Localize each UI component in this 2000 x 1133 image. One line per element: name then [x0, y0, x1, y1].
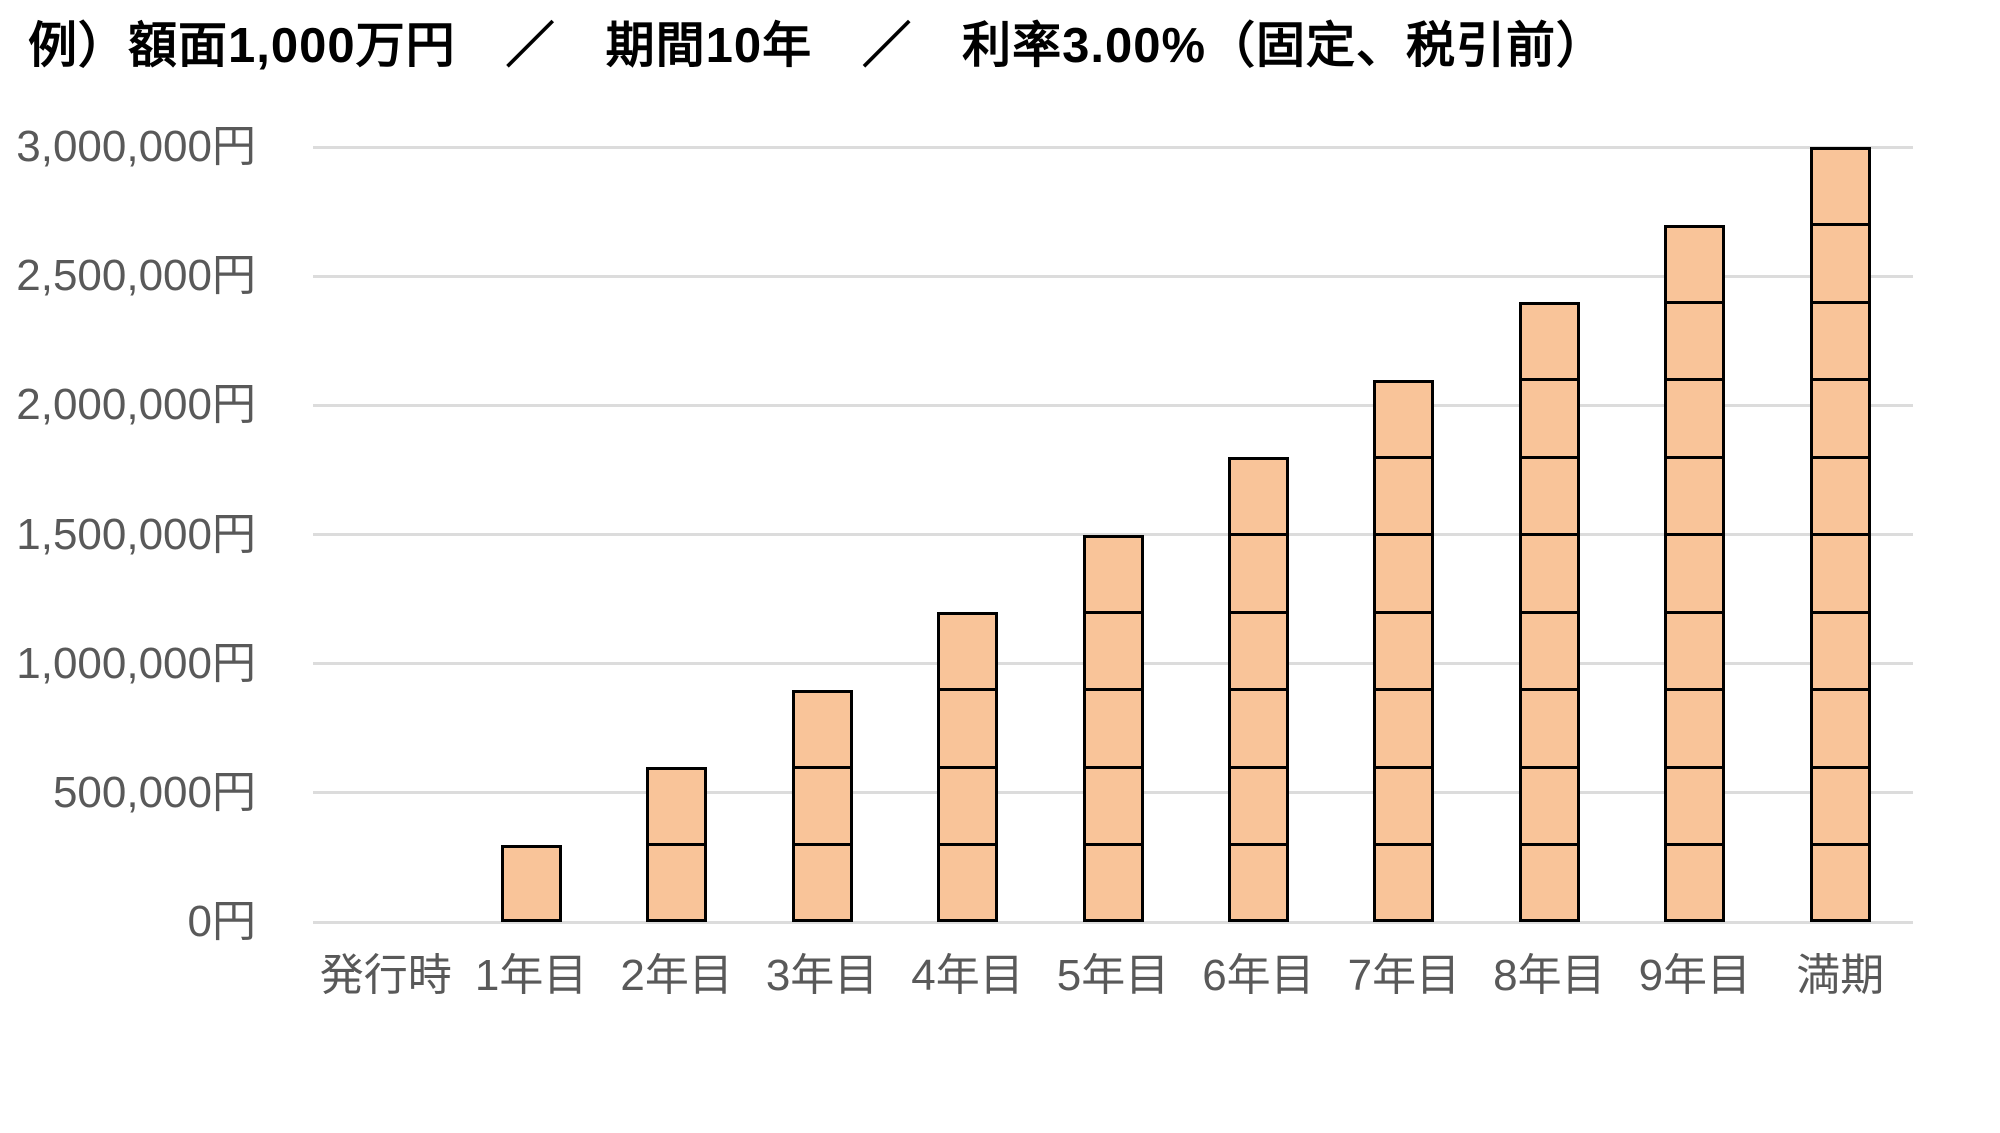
bar-segment-divider	[1376, 533, 1432, 536]
bar-segment-divider	[1667, 610, 1723, 614]
bar-segment-divider	[1521, 688, 1577, 691]
bar-segment-divider	[1230, 765, 1286, 769]
bar-segment-divider	[1376, 610, 1432, 614]
bar-segment-divider	[1085, 610, 1141, 614]
bar	[1227, 457, 1289, 922]
x-axis-label: 1年目	[474, 951, 588, 1000]
bar-segment-divider	[1667, 300, 1723, 304]
bar-segment-divider	[1667, 688, 1723, 691]
x-axis-label: 満期	[1796, 951, 1885, 1000]
bar-segment-divider	[1812, 300, 1868, 304]
bar-segment-divider	[1521, 455, 1577, 459]
bar-segment-divider	[1812, 378, 1868, 381]
bar	[500, 844, 562, 922]
bar-segment-divider	[1521, 378, 1577, 381]
bar-segment-divider	[1230, 688, 1286, 691]
bar	[1082, 534, 1144, 922]
bar-segment-divider	[1230, 533, 1286, 536]
y-axis-label: 1,000,000円	[16, 638, 256, 688]
bar-segment-divider	[1812, 455, 1868, 459]
chart-title: 例）額面1,000万円 ／ 期間10年 ／ 利率3.00%（固定、税引前）	[28, 19, 1607, 73]
x-axis-label: 4年目	[911, 951, 1024, 1000]
bar-segment-divider	[1230, 843, 1286, 846]
bar-segment-divider	[1667, 455, 1723, 459]
y-axis-label: 1,500,000円	[16, 509, 256, 559]
gridline	[313, 920, 1913, 924]
bar-segment-divider	[794, 843, 850, 846]
x-axis-label: 発行時	[319, 951, 452, 1000]
gridline	[313, 145, 1913, 149]
y-axis-label: 2,500,000円	[16, 251, 256, 301]
gridline	[313, 403, 1913, 407]
bar-segment-divider	[1812, 223, 1868, 226]
bar-segment-divider	[1376, 765, 1432, 769]
bar	[1664, 224, 1726, 922]
bar-segment-divider	[940, 843, 996, 846]
x-axis-label: 2年目	[620, 951, 733, 1000]
bar-segment-divider	[649, 843, 705, 846]
bar-segment-divider	[1085, 765, 1141, 769]
bar-segment-divider	[1812, 610, 1868, 614]
bar-segment-divider	[1812, 843, 1868, 846]
bar-segment-divider	[1667, 843, 1723, 846]
bar-segment-divider	[1085, 688, 1141, 691]
y-axis-label: 500,000円	[52, 767, 256, 817]
bar-segment-divider	[1667, 378, 1723, 381]
bar-segment-divider	[1521, 533, 1577, 536]
bar	[937, 612, 999, 922]
y-axis-label: 2,000,000円	[16, 380, 256, 430]
bar	[1518, 302, 1580, 922]
bar-segment-divider	[1521, 843, 1577, 846]
bar-segment-divider	[1085, 843, 1141, 846]
x-axis-label: 7年目	[1347, 951, 1461, 1000]
x-axis-label: 6年目	[1202, 951, 1315, 1000]
bar-segment-divider	[1376, 688, 1432, 691]
bar-segment-divider	[1376, 455, 1432, 459]
x-axis-label: 5年目	[1056, 951, 1170, 1000]
bar-segment-divider	[1521, 610, 1577, 614]
gridline	[313, 274, 1913, 278]
y-axis-label: 0円	[187, 897, 256, 946]
bar-segment-divider	[1230, 610, 1286, 614]
x-axis-label: 3年目	[765, 951, 879, 1000]
bar-segment-divider	[1667, 765, 1723, 769]
bar-segment-divider	[1667, 533, 1723, 536]
bar	[1809, 147, 1871, 922]
bar	[1373, 379, 1435, 922]
bar-segment-divider	[1376, 843, 1432, 846]
bar-segment-divider	[1812, 533, 1868, 536]
bar-segment-divider	[940, 765, 996, 769]
x-axis-label: 9年目	[1638, 951, 1752, 1000]
bar-segment-divider	[940, 688, 996, 691]
bar-segment-divider	[1812, 765, 1868, 769]
bar	[791, 689, 853, 922]
bar-segment-divider	[794, 765, 850, 769]
y-axis-label: 3,000,000円	[16, 122, 256, 171]
bar	[646, 767, 708, 922]
x-axis-label: 8年目	[1493, 951, 1606, 1000]
bar-segment-divider	[1521, 765, 1577, 769]
bar-segment-divider	[1812, 688, 1868, 691]
